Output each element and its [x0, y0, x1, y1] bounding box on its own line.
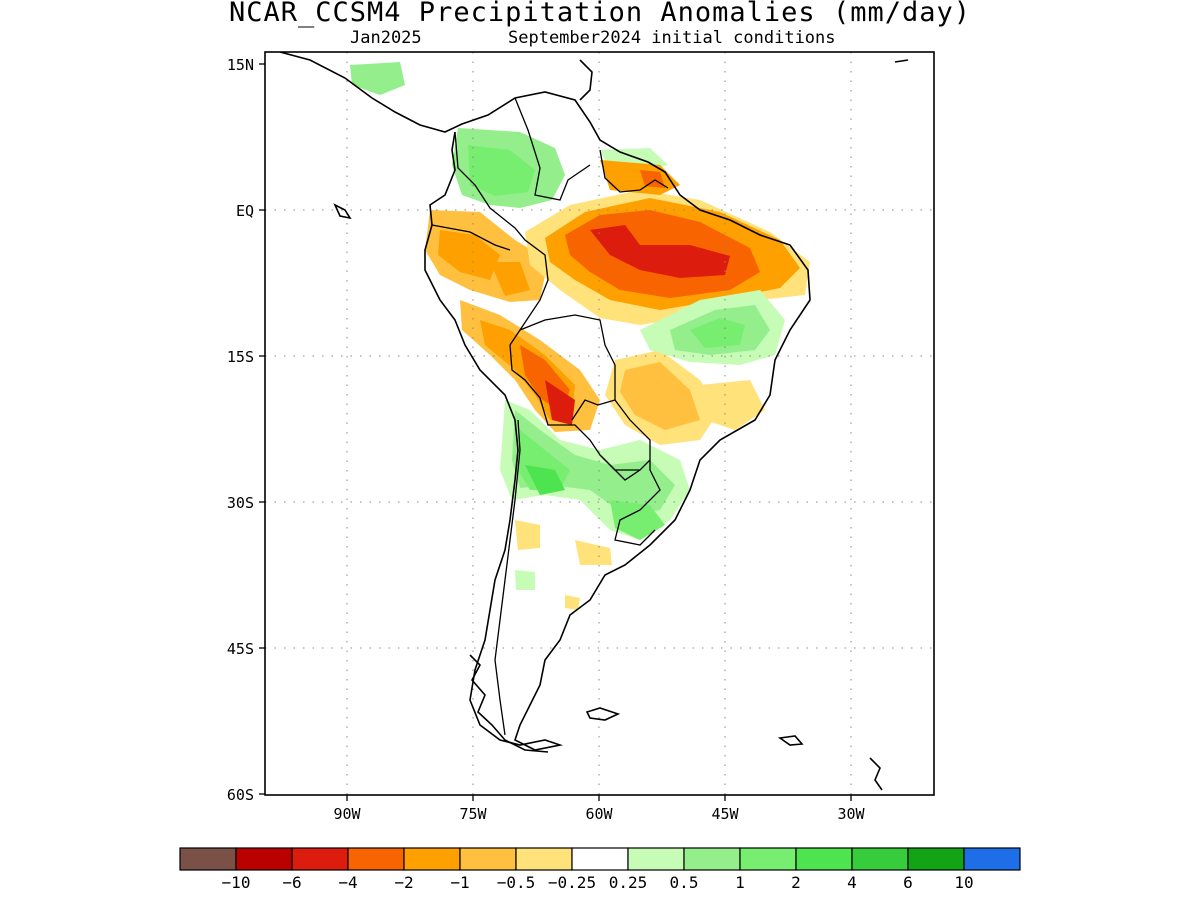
lat-label-45s: 45S [227, 640, 254, 658]
colorbar-label: 1 [735, 873, 745, 892]
colorbar-label: −1 [450, 873, 469, 892]
colorbar-swatch [347, 847, 405, 871]
colorbar-label: 0.25 [609, 873, 648, 892]
colorbar-swatch [235, 847, 293, 871]
lat-label-15n: 15N [227, 56, 254, 74]
anomaly-field [350, 62, 810, 610]
colorbar-swatch [683, 847, 741, 871]
colorbar-label: −2 [394, 873, 413, 892]
colorbar-swatch [851, 847, 909, 871]
lon-label-75w: 75W [459, 805, 487, 823]
colorbar [179, 847, 1021, 871]
lon-label-90w: 90W [333, 805, 361, 823]
colorbar-label: 4 [847, 873, 857, 892]
colorbar-label: −0.25 [548, 873, 596, 892]
lat-label-15s: 15S [227, 348, 254, 366]
colorbar-label: −10 [222, 873, 251, 892]
colorbar-label: 0.5 [670, 873, 699, 892]
colorbar-swatch [459, 847, 517, 871]
colorbar-label: 10 [954, 873, 973, 892]
lon-label-45w: 45W [711, 805, 739, 823]
colorbar-label: −6 [282, 873, 301, 892]
colorbar-swatch [739, 847, 797, 871]
colorbar-swatch [403, 847, 461, 871]
colorbar-swatch [291, 847, 349, 871]
graticule [265, 52, 934, 795]
colorbar-label: −4 [338, 873, 357, 892]
lon-label-60w: 60W [585, 805, 613, 823]
colorbar-swatch [907, 847, 965, 871]
colorbar-swatch [795, 847, 853, 871]
longitude-labels: 90W 75W 60W 45W 30W [333, 805, 865, 823]
colorbar-labels: −10 −6 −4 −2 −1 −0.5 −0.25 0.25 0.5 1 2 4 6 10 [222, 873, 974, 892]
country-borders [431, 97, 669, 736]
tick-marks [259, 63, 852, 801]
initial-conditions: September2024 initial conditions [508, 28, 836, 48]
coastline [279, 52, 909, 791]
colorbar-label: 2 [791, 873, 801, 892]
colorbar-swatch [515, 847, 573, 871]
colorbar-swatch [627, 847, 685, 871]
colorbar-swatch [571, 847, 629, 871]
lat-label-30s: 30S [227, 494, 254, 512]
lon-label-30w: 30W [837, 805, 865, 823]
lat-label-60s: 60S [227, 786, 254, 804]
map-title: NCAR_CCSM4 Precipitation Anomalies (mm/d… [229, 0, 971, 28]
colorbar-label: 6 [903, 873, 913, 892]
colorbar-swatch [179, 847, 237, 871]
lat-label-eq: EQ [236, 202, 254, 220]
latitude-labels: 15N EQ 15S 30S 45S 60S [227, 56, 254, 804]
forecast-month: Jan2025 [350, 28, 422, 48]
colorbar-swatch [963, 847, 1021, 871]
colorbar-label: −0.5 [497, 873, 536, 892]
